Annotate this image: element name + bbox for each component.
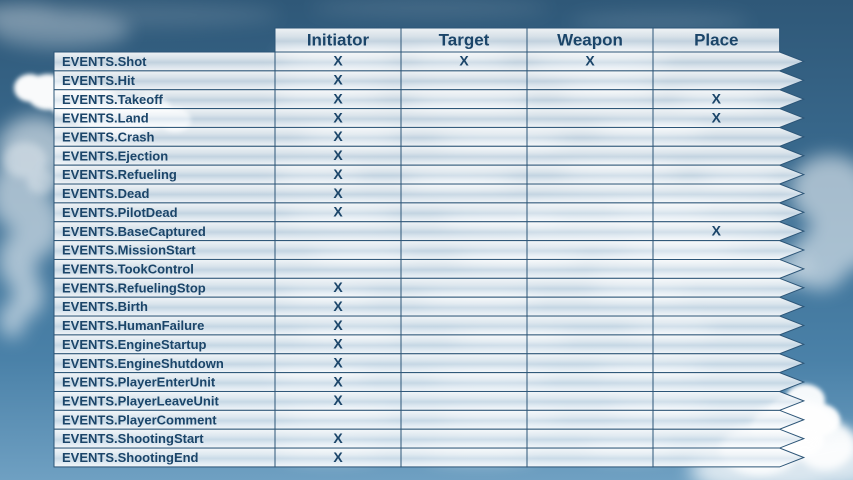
svg-text:X: X: [333, 166, 343, 182]
svg-text:X: X: [333, 109, 343, 125]
svg-text:X: X: [712, 222, 722, 238]
svg-text:Place: Place: [694, 31, 738, 50]
svg-text:EVENTS.Shot: EVENTS.Shot: [62, 54, 147, 69]
svg-text:EVENTS.PlayerEnterUnit: EVENTS.PlayerEnterUnit: [62, 375, 216, 390]
svg-text:X: X: [333, 53, 343, 69]
svg-text:Target: Target: [439, 31, 490, 50]
svg-text:X: X: [333, 354, 343, 370]
svg-text:X: X: [333, 430, 343, 446]
svg-text:X: X: [333, 336, 343, 352]
svg-text:EVENTS.Takeoff: EVENTS.Takeoff: [62, 92, 164, 107]
svg-text:X: X: [333, 279, 343, 295]
svg-text:X: X: [333, 317, 343, 333]
svg-text:EVENTS.ShootingEnd: EVENTS.ShootingEnd: [62, 450, 199, 465]
svg-text:EVENTS.Crash: EVENTS.Crash: [62, 129, 155, 144]
svg-text:EVENTS.Ejection: EVENTS.Ejection: [62, 148, 168, 163]
svg-text:X: X: [585, 53, 595, 69]
svg-text:X: X: [333, 392, 343, 408]
svg-text:EVENTS.EngineShutdown: EVENTS.EngineShutdown: [62, 356, 224, 371]
svg-text:EVENTS.RefuelingStop: EVENTS.RefuelingStop: [62, 280, 206, 295]
svg-text:EVENTS.HumanFailure: EVENTS.HumanFailure: [62, 318, 204, 333]
svg-text:EVENTS.Land: EVENTS.Land: [62, 111, 149, 126]
svg-text:X: X: [333, 204, 343, 220]
svg-text:EVENTS.PlayerComment: EVENTS.PlayerComment: [62, 412, 217, 427]
svg-text:EVENTS.TookControl: EVENTS.TookControl: [62, 261, 194, 276]
svg-text:EVENTS.ShootingStart: EVENTS.ShootingStart: [62, 431, 204, 446]
svg-text:EVENTS.EngineStartup: EVENTS.EngineStartup: [62, 337, 207, 352]
svg-text:X: X: [333, 185, 343, 201]
svg-text:EVENTS.Dead: EVENTS.Dead: [62, 186, 149, 201]
svg-text:X: X: [333, 128, 343, 144]
svg-text:X: X: [333, 373, 343, 389]
svg-text:EVENTS.Hit: EVENTS.Hit: [62, 73, 136, 88]
svg-text:EVENTS.BaseCaptured: EVENTS.BaseCaptured: [62, 224, 206, 239]
svg-text:X: X: [459, 53, 469, 69]
svg-text:EVENTS.MissionStart: EVENTS.MissionStart: [62, 243, 196, 258]
svg-text:X: X: [333, 449, 343, 465]
svg-text:EVENTS.PilotDead: EVENTS.PilotDead: [62, 205, 178, 220]
svg-text:X: X: [712, 109, 722, 125]
svg-text:X: X: [333, 72, 343, 88]
svg-text:EVENTS.Refueling: EVENTS.Refueling: [62, 167, 177, 182]
svg-text:X: X: [333, 298, 343, 314]
svg-text:EVENTS.Birth: EVENTS.Birth: [62, 299, 148, 314]
svg-text:X: X: [333, 90, 343, 106]
svg-text:X: X: [712, 90, 722, 106]
svg-text:Initiator: Initiator: [307, 31, 370, 50]
svg-text:X: X: [333, 147, 343, 163]
svg-text:Weapon: Weapon: [557, 31, 623, 50]
svg-text:EVENTS.PlayerLeaveUnit: EVENTS.PlayerLeaveUnit: [62, 394, 219, 409]
